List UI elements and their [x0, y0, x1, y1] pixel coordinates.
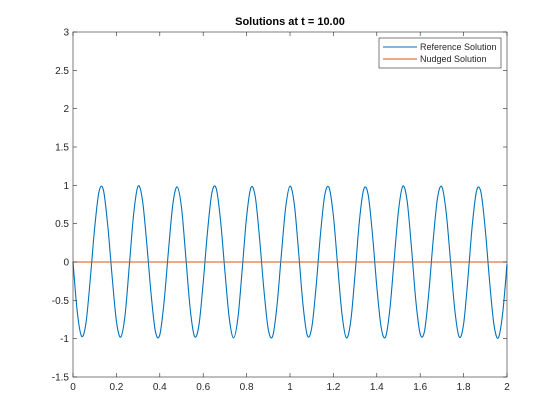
y-tick-label: 2.5 — [55, 66, 69, 77]
series-line-0 — [72, 185, 508, 339]
x-tick-label: 1.6 — [413, 382, 427, 393]
legend-label-1: Nudged Solution — [420, 54, 487, 64]
y-tick-label: 1.5 — [55, 143, 69, 154]
y-tick-label: -0.5 — [52, 296, 70, 307]
y-tick-label: 0.5 — [55, 219, 69, 230]
x-tick-label: 0.2 — [109, 382, 123, 393]
x-tick-label: 1.8 — [457, 382, 471, 393]
y-tick-label: -1.5 — [52, 373, 70, 384]
x-tick-label: 2 — [504, 382, 510, 393]
x-tick-label: 0.4 — [153, 382, 167, 393]
tick-layer: 0 0.2 0.4 0.6 0.8 1 1.2 1.4 1.6 1.8 2 -1.5 -1 -0.5 0 0.… — [52, 28, 510, 394]
legend-items: Reference Solution Nudged Solution — [383, 42, 497, 64]
x-tick-label: 0.8 — [240, 382, 254, 393]
y-tick-label: -1 — [60, 334, 69, 345]
y-tick-label: 1 — [63, 181, 69, 192]
x-tick-label: 1.4 — [370, 382, 384, 393]
x-tick-label: 0 — [70, 382, 76, 393]
x-tick-label: 1.2 — [326, 382, 340, 393]
y-tick-label: 0 — [63, 258, 69, 269]
x-tick-label: 1 — [287, 382, 293, 393]
y-tick-label: 3 — [63, 28, 69, 39]
x-tick-label: 0.6 — [196, 382, 210, 393]
plot-area — [73, 32, 507, 377]
legend-label-0: Reference Solution — [420, 42, 497, 52]
series-layer — [72, 185, 508, 339]
legend-box — [378, 37, 502, 69]
chart-title: Solutions at t = 10.00 — [235, 16, 345, 28]
legend: Reference Solution Nudged Solution — [378, 37, 502, 69]
y-tick-label: 2 — [63, 104, 69, 115]
